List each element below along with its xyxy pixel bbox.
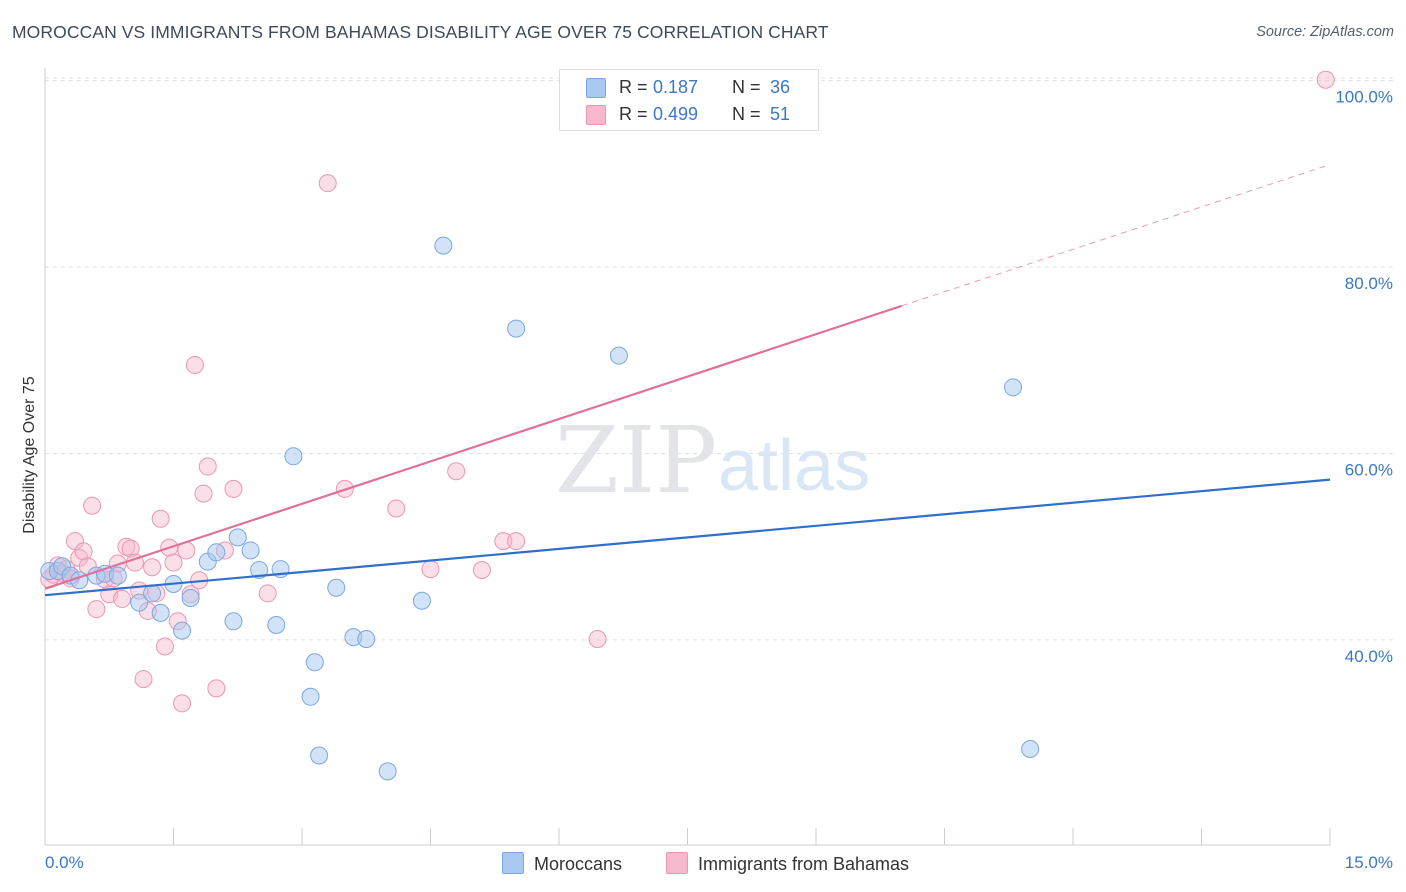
data-point-bahamas bbox=[173, 694, 192, 713]
trend-lines bbox=[44, 164, 1331, 597]
x-tick-label: 0.0% bbox=[45, 853, 84, 872]
data-point-moroccans bbox=[507, 319, 526, 338]
data-point-moroccans bbox=[1004, 378, 1023, 397]
legend-n-value: 51 bbox=[770, 104, 791, 124]
data-point-bahamas bbox=[387, 499, 406, 518]
data-point-bahamas bbox=[164, 553, 183, 572]
data-point-bahamas bbox=[155, 637, 174, 656]
data-point-bahamas bbox=[318, 174, 337, 193]
trend-line-bahamas-extension bbox=[901, 164, 1331, 307]
data-point-moroccans bbox=[228, 528, 247, 547]
data-point-bahamas bbox=[185, 355, 204, 374]
chart-source: Source: ZipAtlas.com bbox=[1256, 24, 1394, 40]
chart-title: MOROCCAN VS IMMIGRANTS FROM BAHAMAS DISA… bbox=[12, 22, 829, 42]
watermark-atlas: atlas bbox=[718, 426, 870, 506]
data-point-bahamas bbox=[224, 479, 243, 498]
legend-r-label: R = bbox=[619, 77, 648, 97]
data-point-bahamas bbox=[151, 509, 170, 528]
data-point-moroccans bbox=[173, 621, 192, 640]
data-point-bahamas bbox=[74, 542, 93, 561]
bottom-legend-label-moroccans: Moroccans bbox=[534, 854, 623, 874]
watermark: ZIP atlas bbox=[555, 407, 870, 514]
y-tick-label: 100.0% bbox=[1335, 88, 1393, 107]
data-point-bahamas bbox=[472, 561, 491, 580]
y-tick-label: 60.0% bbox=[1345, 461, 1393, 480]
axes-layer bbox=[44, 68, 1331, 846]
legend-swatch-blue bbox=[586, 78, 606, 98]
data-point-moroccans bbox=[434, 236, 453, 255]
y-tick-label: 80.0% bbox=[1345, 274, 1393, 293]
data-point-moroccans bbox=[250, 561, 269, 580]
data-point-moroccans bbox=[1021, 739, 1040, 758]
data-point-bahamas bbox=[134, 670, 153, 689]
bottom-legend-label-bahamas: Immigrants from Bahamas bbox=[698, 854, 910, 874]
data-point-moroccans bbox=[241, 541, 260, 560]
bottom-legend-swatch-blue bbox=[502, 852, 524, 874]
data-point-bahamas bbox=[1316, 70, 1335, 89]
data-point-moroccans bbox=[412, 591, 431, 610]
legend-box: R = 0.187 N = 36 R = 0.499 N = 51 bbox=[559, 69, 819, 131]
bottom-legend-moroccans: Moroccans bbox=[502, 852, 622, 875]
data-point-moroccans bbox=[357, 629, 376, 648]
data-point-moroccans bbox=[284, 447, 303, 466]
data-point-bahamas bbox=[113, 589, 132, 608]
data-point-moroccans bbox=[151, 603, 170, 622]
legend-n-label: N = bbox=[732, 104, 761, 124]
data-point-moroccans bbox=[181, 588, 200, 607]
legend-r-value: 0.187 bbox=[653, 77, 699, 97]
legend-n-value: 36 bbox=[770, 77, 791, 97]
data-point-moroccans bbox=[143, 584, 162, 603]
data-point-moroccans bbox=[301, 687, 320, 706]
data-point-bahamas bbox=[447, 462, 466, 481]
tick-labels: 40.0% 60.0% 80.0% 100.0% 0.0% 15.0% Disability… bbox=[21, 88, 1393, 872]
data-point-moroccans bbox=[310, 746, 329, 765]
bottom-legend-bahamas: Immigrants from Bahamas bbox=[666, 852, 909, 875]
data-point-bahamas bbox=[198, 457, 217, 476]
legend-r-label: R = bbox=[619, 104, 648, 124]
watermark-zip: ZIP bbox=[555, 407, 717, 514]
data-point-bahamas bbox=[87, 600, 106, 619]
data-point-moroccans bbox=[224, 612, 243, 631]
legend-n-label: N = bbox=[732, 77, 761, 97]
data-point-moroccans bbox=[130, 593, 149, 612]
data-point-bahamas bbox=[121, 539, 140, 558]
y-axis-title: Disability Age Over 75 bbox=[21, 376, 38, 534]
data-point-moroccans bbox=[327, 578, 346, 597]
points-moroccans bbox=[40, 236, 1040, 781]
data-point-bahamas bbox=[507, 532, 526, 551]
data-point-bahamas bbox=[421, 560, 440, 579]
data-point-moroccans bbox=[207, 543, 226, 562]
y-tick-label: 40.0% bbox=[1345, 647, 1393, 666]
data-point-moroccans bbox=[378, 762, 397, 781]
data-point-moroccans bbox=[108, 566, 127, 585]
bottom-legend-swatch-pink bbox=[666, 852, 688, 874]
data-point-bahamas bbox=[143, 558, 162, 577]
data-point-bahamas bbox=[258, 584, 277, 603]
data-point-bahamas bbox=[494, 532, 513, 551]
x-tick-label: 15.0% bbox=[1345, 853, 1393, 872]
data-point-moroccans bbox=[609, 346, 628, 365]
data-point-bahamas bbox=[83, 496, 102, 515]
legend-r-value: 0.499 bbox=[653, 104, 699, 124]
data-point-bahamas bbox=[207, 679, 226, 698]
data-point-moroccans bbox=[267, 616, 286, 635]
legend-swatch-pink bbox=[586, 105, 606, 125]
data-point-bahamas bbox=[588, 629, 607, 648]
data-point-bahamas bbox=[194, 484, 213, 503]
trend-line-bahamas bbox=[44, 304, 903, 590]
data-point-moroccans bbox=[305, 653, 324, 672]
trend-line-moroccans bbox=[44, 478, 1331, 597]
